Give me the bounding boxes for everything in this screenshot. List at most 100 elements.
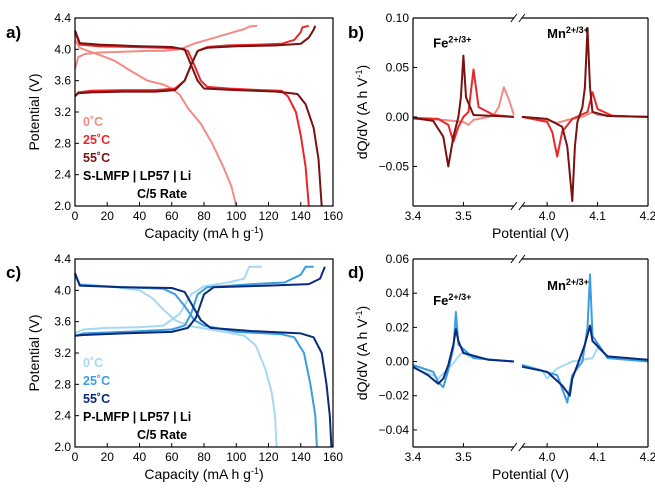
y-tick-label: −0.05: [379, 159, 410, 173]
x-tick-label: 80: [197, 450, 211, 464]
x-tick-label: 4.2: [640, 209, 655, 223]
axis-break-mark: [510, 201, 518, 211]
x-axis-label: Capacity (mA h g-1): [144, 225, 263, 241]
axes-b: 3.4 3.5 4.0 4.1 4.2 −0.05 0.00 0.05 0.10: [379, 11, 655, 223]
series-0-charge-line: [74, 24, 258, 70]
x-tick-label: 40: [133, 450, 147, 464]
y-tick-label: 2.0: [54, 199, 71, 213]
legend-a: 0˚C 25˚C 55˚C S-LMFP | LP57 | Li C/5 Rate: [83, 115, 191, 201]
x-tick-label: 4.2: [640, 450, 655, 464]
x-tick-label: 20: [101, 209, 115, 223]
series-2-discharge-line: [74, 272, 333, 448]
axis-break-mark: [518, 201, 526, 211]
y-tick-label: 3.2: [54, 105, 71, 119]
legend-entry: 55˚C: [83, 392, 110, 406]
y-axis-label: dQ/dV (A h V-1): [354, 306, 370, 400]
x-tick-label: 160: [323, 209, 343, 223]
panel-label: d): [348, 263, 364, 282]
panel-d: 3.4 3.5 4.0 4.1 4.2 −0.04 −0.02 0.00 0.02 0.04 0.0…: [348, 252, 655, 482]
series-1-line: [412, 68, 649, 158]
legend-c: 0˚C 25˚C 55˚C P-LMFP | LP57 | Li C/5 Rate: [83, 356, 191, 442]
x-tick-label: 3.5: [455, 450, 472, 464]
axis-break-mark: [510, 442, 518, 452]
y-tick-label: 0.06: [386, 252, 410, 266]
x-tick-label: 100: [226, 209, 246, 223]
cell-annotation: S-LMFP | LP57 | Li: [83, 169, 191, 183]
axes-d: 3.4 3.5 4.0 4.1 4.2 −0.04 −0.02 0.00 0.02 0.04 0.0…: [379, 252, 655, 464]
legend-entry: 25˚C: [83, 133, 110, 147]
legend-entry: 0˚C: [83, 115, 103, 129]
y-tick-label: 4.0: [54, 283, 71, 297]
panel-c: 0 20 40 60 80 100 120 140 160 2.0 2.4 2.8 3.2 3.6 4.0 4…: [6, 252, 343, 482]
legend-entry: 55˚C: [83, 151, 110, 165]
series-1-discharge-line: [74, 31, 310, 207]
peak-label: Fe2+/3+: [433, 292, 471, 308]
peak-label: Mn2+/3+: [547, 277, 589, 293]
curves-d: [412, 273, 649, 404]
x-tick-label: 60: [165, 450, 179, 464]
axis-break-mark: [510, 13, 518, 23]
y-tick-label: 0.10: [386, 11, 410, 25]
series-2-charge-line: [74, 266, 326, 337]
series-2-charge-line: [74, 25, 317, 98]
x-tick-label: 3.4: [405, 209, 422, 223]
x-tick-label: 160: [323, 450, 343, 464]
y-tick-label: 2.4: [54, 168, 71, 182]
curves-a: [74, 24, 323, 207]
y-tick-label: 3.2: [54, 346, 71, 360]
x-tick-label: 140: [291, 209, 311, 223]
legend-entry: 0˚C: [83, 356, 103, 370]
x-tick-label: 140: [291, 450, 311, 464]
y-tick-label: 2.8: [54, 377, 71, 391]
cell-annotation: P-LMFP | LP57 | Li: [83, 410, 191, 424]
y-tick-label: 4.0: [54, 42, 71, 56]
x-tick-label: 4.0: [539, 450, 556, 464]
peak-label: Fe2+/3+: [433, 35, 471, 51]
axis-break-mark: [518, 254, 526, 264]
panel-label: a): [6, 23, 21, 42]
y-tick-label: −0.04: [379, 423, 410, 437]
y-tick-label: 2.4: [54, 409, 71, 423]
x-tick-label: 60: [165, 209, 179, 223]
x-tick-label: 3.5: [455, 209, 472, 223]
x-axis-label: Potential (V): [492, 466, 569, 482]
axes-c: 0 20 40 60 80 100 120 140 160 2.0 2.4 2.8 3.2 3.6 4.0 4…: [54, 252, 343, 464]
axis-break-mark: [518, 13, 526, 23]
axis-break-mark: [510, 254, 518, 264]
panel-b: 3.4 3.5 4.0 4.1 4.2 −0.05 0.00 0.05 0.10 Potentia…: [348, 11, 655, 241]
y-tick-label: 0.00: [386, 110, 410, 124]
y-tick-label: −0.02: [379, 389, 410, 403]
y-tick-label: 4.4: [54, 11, 71, 25]
rate-annotation: C/5 Rate: [137, 428, 187, 442]
axis-break-mark: [518, 442, 526, 452]
series-0-charge-line: [74, 265, 262, 335]
y-tick-label: 0.05: [386, 60, 410, 74]
panel-a: 0 20 40 60 80 100 120 140 160 2.0 2.4 2.8 3.2 3.6 4.0 4…: [6, 11, 343, 241]
rate-annotation: C/5 Rate: [137, 187, 187, 201]
y-axis-label: dQ/dV (A h V-1): [354, 65, 370, 159]
y-tick-label: 3.6: [54, 315, 71, 329]
axes-a: 0 20 40 60 80 100 120 140 160 2.0 2.4 2.8 3.2 3.6 4.0 4…: [54, 11, 343, 223]
y-tick-label: 0.04: [386, 286, 410, 300]
curves-b: [412, 26, 649, 203]
series-2-line: [412, 324, 649, 397]
x-axis-label: Capacity (mA h g-1): [144, 466, 263, 482]
series-2-discharge-line: [74, 30, 323, 207]
series-0-discharge-line: [74, 39, 238, 207]
x-tick-label: 40: [133, 209, 147, 223]
y-tick-label: 0.00: [386, 355, 410, 369]
y-axis-label: Potential (V): [26, 73, 42, 150]
y-axis-label: Potential (V): [26, 314, 42, 391]
y-tick-label: 2.0: [54, 440, 71, 454]
x-tick-label: 120: [258, 450, 278, 464]
legend-entry: 25˚C: [83, 374, 110, 388]
panel-label: c): [6, 263, 21, 282]
x-axis-label: Potential (V): [492, 225, 569, 241]
x-tick-label: 80: [197, 209, 211, 223]
y-tick-label: 2.8: [54, 136, 71, 150]
y-tick-label: 3.6: [54, 74, 71, 88]
x-tick-label: 4.1: [589, 450, 606, 464]
x-tick-label: 4.0: [539, 209, 556, 223]
x-tick-label: 3.4: [405, 450, 422, 464]
